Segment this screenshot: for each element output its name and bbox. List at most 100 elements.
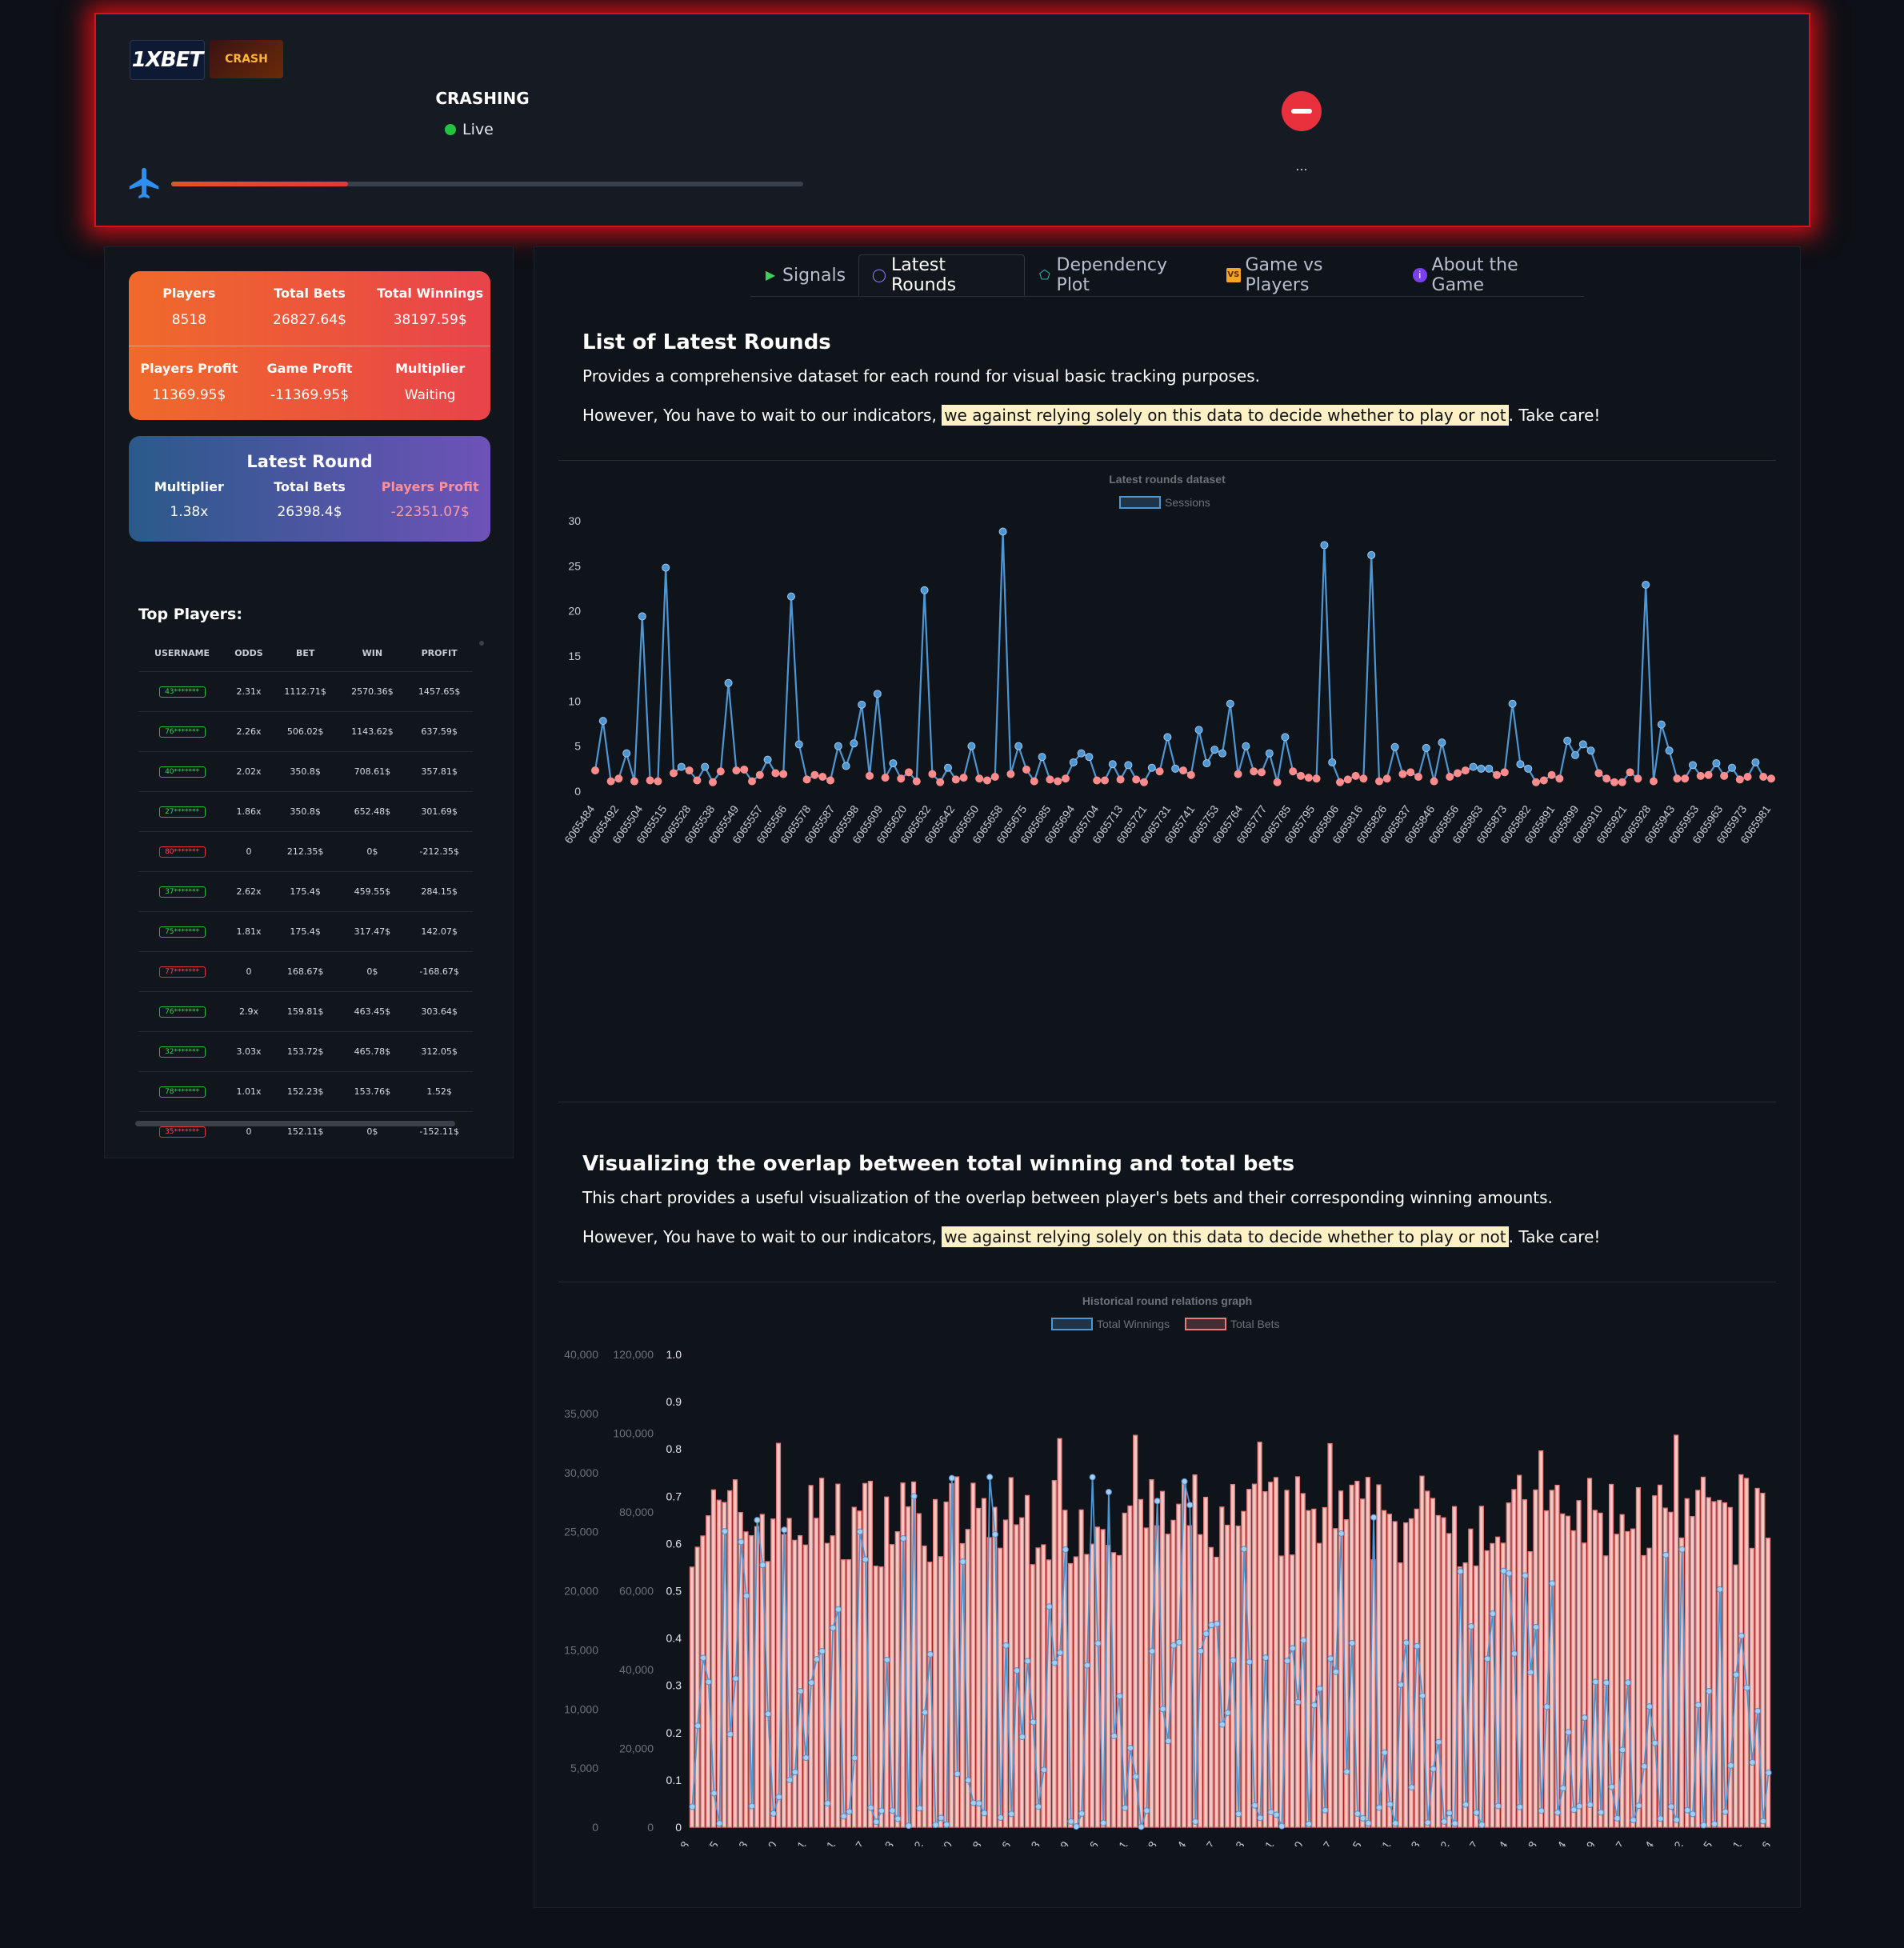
data-point <box>1720 771 1729 780</box>
winnings-point <box>1100 1819 1107 1826</box>
data-point <box>858 700 866 709</box>
winnings-point <box>1257 1814 1264 1822</box>
bet-cell: 1112.71$ <box>271 671 339 712</box>
winnings-point <box>802 1754 810 1762</box>
winnings-point <box>916 1805 923 1812</box>
winnings-point <box>1214 1620 1221 1627</box>
y-left-tick-label: 30,000 <box>564 1466 598 1479</box>
stat-value: 8518 <box>171 312 206 328</box>
data-point <box>1030 777 1038 786</box>
winnings-point <box>748 1802 755 1810</box>
stop-button[interactable] <box>1282 91 1322 131</box>
bet-bar <box>792 1539 798 1828</box>
tab-signals[interactable]: ▶ Signals <box>750 254 858 296</box>
data-point <box>1586 746 1595 755</box>
x-tick-label: 6065515 <box>1679 1838 1714 1846</box>
tab-dependency-plot[interactable]: ⬠ Dependency Plot <box>1025 254 1214 296</box>
x-tick-label: 6065544 <box>1621 1838 1656 1846</box>
x-tick-label: 6065697 <box>1299 1838 1334 1846</box>
bet-bar <box>1592 1510 1598 1828</box>
winnings-point <box>1467 1622 1474 1630</box>
winnings-point <box>1035 1803 1042 1810</box>
bet-bar <box>1100 1529 1106 1828</box>
bet-bar <box>938 1556 943 1828</box>
data-point <box>630 777 638 786</box>
winnings-point <box>1602 1679 1610 1686</box>
winnings-point <box>1586 1801 1594 1808</box>
winnings-point <box>1630 1817 1637 1824</box>
data-point <box>1320 541 1329 550</box>
1xbet-logo[interactable]: 1XBET <box>130 40 205 80</box>
winnings-point <box>1024 1658 1031 1665</box>
winnings-point <box>1224 1709 1231 1716</box>
username-badge: 77******* <box>158 966 206 978</box>
odds-cell: 1.01x <box>226 1071 272 1112</box>
data-point <box>1563 736 1572 745</box>
bet-bar <box>738 1511 743 1828</box>
winnings-point <box>1230 1657 1237 1664</box>
data-point <box>1328 758 1337 766</box>
col-odds: ODDS <box>234 647 263 658</box>
winnings-point <box>797 1688 804 1695</box>
winnings-point <box>1673 1816 1680 1823</box>
table-horizontal-scrollbar[interactable] <box>135 1121 455 1126</box>
bet-bar <box>1652 1495 1658 1828</box>
data-point <box>818 772 827 781</box>
stat-players: Players 8518 <box>129 271 250 345</box>
winnings-point <box>894 1815 902 1822</box>
bet-bar <box>857 1510 862 1828</box>
stat-label: Multiplier <box>154 479 224 494</box>
winnings-point <box>1202 1630 1210 1638</box>
winnings-point <box>1759 1818 1766 1825</box>
winnings-point <box>1246 1658 1253 1666</box>
bet-bar <box>1214 1556 1219 1828</box>
winnings-point <box>1619 1746 1626 1754</box>
section-desc-overlap: This chart provides a useful visualizati… <box>582 1188 1553 1207</box>
bet-bar <box>1257 1442 1262 1828</box>
winnings-point <box>1430 1766 1437 1773</box>
bet-bar <box>1743 1478 1750 1828</box>
odds-cell: 2.62x <box>226 871 272 912</box>
bet-bar <box>1041 1544 1046 1828</box>
winnings-point <box>1251 1802 1258 1809</box>
winnings-point <box>867 1804 874 1811</box>
data-point <box>983 776 991 785</box>
winnings-point <box>878 1807 885 1814</box>
data-point <box>1626 768 1634 777</box>
bet-bar <box>981 1498 986 1828</box>
data-point <box>1446 772 1454 781</box>
tab-label: Dependency Plot <box>1056 255 1168 295</box>
bet-cell: 152.23$ <box>271 1071 339 1112</box>
winnings-point <box>981 1810 988 1817</box>
divider <box>558 460 1776 461</box>
data-point <box>701 762 710 771</box>
y-left-tick-label: 0 <box>592 1821 598 1834</box>
x-tick-label: 6065950 <box>744 1838 779 1846</box>
y-mid-tick-label: 100,000 <box>613 1427 654 1440</box>
bet-bar <box>749 1534 754 1828</box>
bet-bar <box>1333 1528 1338 1828</box>
tab-about-the-game[interactable]: i About the Game <box>1400 254 1584 296</box>
data-point <box>1602 774 1611 783</box>
data-point <box>1390 742 1399 751</box>
win-cell: 317.47$ <box>338 911 406 952</box>
historical-relations-chart: Historical round relations graph Total Wi… <box>564 1294 1773 1846</box>
round-progress-fill <box>171 182 349 186</box>
x-tick-label: 6065921 <box>802 1838 838 1846</box>
winnings-point <box>1646 1703 1653 1710</box>
bet-bar <box>1441 1517 1446 1828</box>
winnings-point <box>1689 1810 1696 1818</box>
x-tick-label: 6065710 <box>1270 1838 1305 1846</box>
data-point <box>1493 770 1501 779</box>
tab-latest-rounds[interactable]: ◯ Latest Rounds <box>858 254 1026 296</box>
x-tick-label: 6065627 <box>1446 1838 1481 1846</box>
top-players-title: Top Players: <box>138 606 242 623</box>
winnings-point <box>1208 1622 1215 1629</box>
data-point <box>1062 774 1070 783</box>
data-point <box>1116 775 1125 784</box>
tab-game-vs-players[interactable]: VS Game vs Players <box>1214 254 1400 296</box>
table-row: 75******* 1.81x 175.4$ 317.47$ 142.07$ <box>138 911 473 952</box>
stat-label: Total Bets <box>274 286 346 301</box>
section-warning-overlap: However, You have to wait to our indicat… <box>582 1226 1600 1247</box>
crash-game-logo[interactable]: CRASH <box>210 40 283 78</box>
